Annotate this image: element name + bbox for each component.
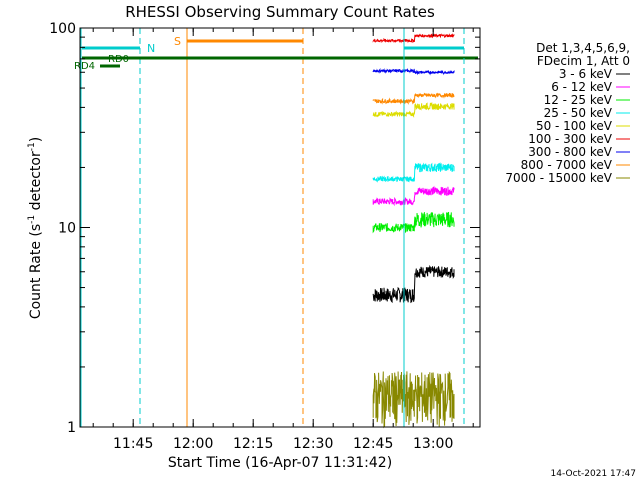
- x-axis-label: Start Time (16-Apr-07 11:31:42): [168, 455, 392, 471]
- saa-label: S: [174, 35, 181, 48]
- night-label: N: [147, 42, 155, 55]
- timestamp: 14-Oct-2021 17:47: [551, 469, 636, 479]
- rd0-label: RD0: [108, 54, 129, 65]
- series-line-5: [372, 102, 455, 118]
- series-line-9: [372, 370, 455, 429]
- legend-label-5: 50 - 100 keV: [536, 119, 613, 133]
- series-line-4: [372, 162, 455, 183]
- series-line-7: [372, 67, 455, 76]
- y-axis: 1 10 100: [49, 21, 480, 436]
- legend-label-7: 300 - 800 keV: [528, 145, 612, 159]
- legend-header-line-2: FDecim 1, Att 0: [537, 54, 630, 68]
- legend-label-2: 6 - 12 keV: [551, 80, 613, 94]
- series-line-1: [372, 264, 455, 304]
- series-line-3: [372, 211, 455, 234]
- chart-title: RHESSI Observing Summary Count Rates: [125, 3, 435, 21]
- y-tick-label: 1: [67, 420, 76, 436]
- series-line-6: [372, 33, 455, 44]
- legend-label-8: 800 - 7000 keV: [521, 158, 613, 172]
- x-tick-label: 11:45: [113, 436, 153, 452]
- legend-header-line-1: Det 1,3,4,5,6,9,: [536, 41, 630, 55]
- legend: Det 1,3,4,5,6,9, FDecim 1, Att 0 3 - 6 k…: [505, 41, 630, 185]
- x-tick-label: 12:00: [173, 436, 213, 452]
- legend-label-1: 3 - 6 keV: [559, 67, 613, 81]
- series-line-2: [372, 185, 455, 207]
- rd4-label: RD4: [74, 61, 95, 72]
- x-tick-label: 13:00: [413, 436, 453, 452]
- x-tick-label: 12:15: [233, 436, 273, 452]
- legend-label-9: 7000 - 15000 keV: [505, 171, 612, 185]
- x-tick-label: 12:45: [353, 436, 393, 452]
- series-line-8: [372, 92, 455, 105]
- y-tick-label: 100: [49, 21, 76, 37]
- legend-label-4: 25 - 50 keV: [544, 106, 613, 120]
- x-tick-label: 12:30: [293, 436, 333, 452]
- annotations: N S RD0 RD4: [74, 28, 478, 427]
- legend-label-3: 12 - 25 keV: [544, 93, 613, 107]
- y-tick-label: 10: [58, 221, 76, 237]
- y-axis-label: Count Rate (s-1 detector-1): [27, 137, 44, 319]
- legend-label-6: 100 - 300 keV: [528, 132, 612, 146]
- data-marks: [372, 33, 455, 429]
- x-axis: 11:45 12:00 12:15 12:30 12:45 13:00: [92, 28, 474, 452]
